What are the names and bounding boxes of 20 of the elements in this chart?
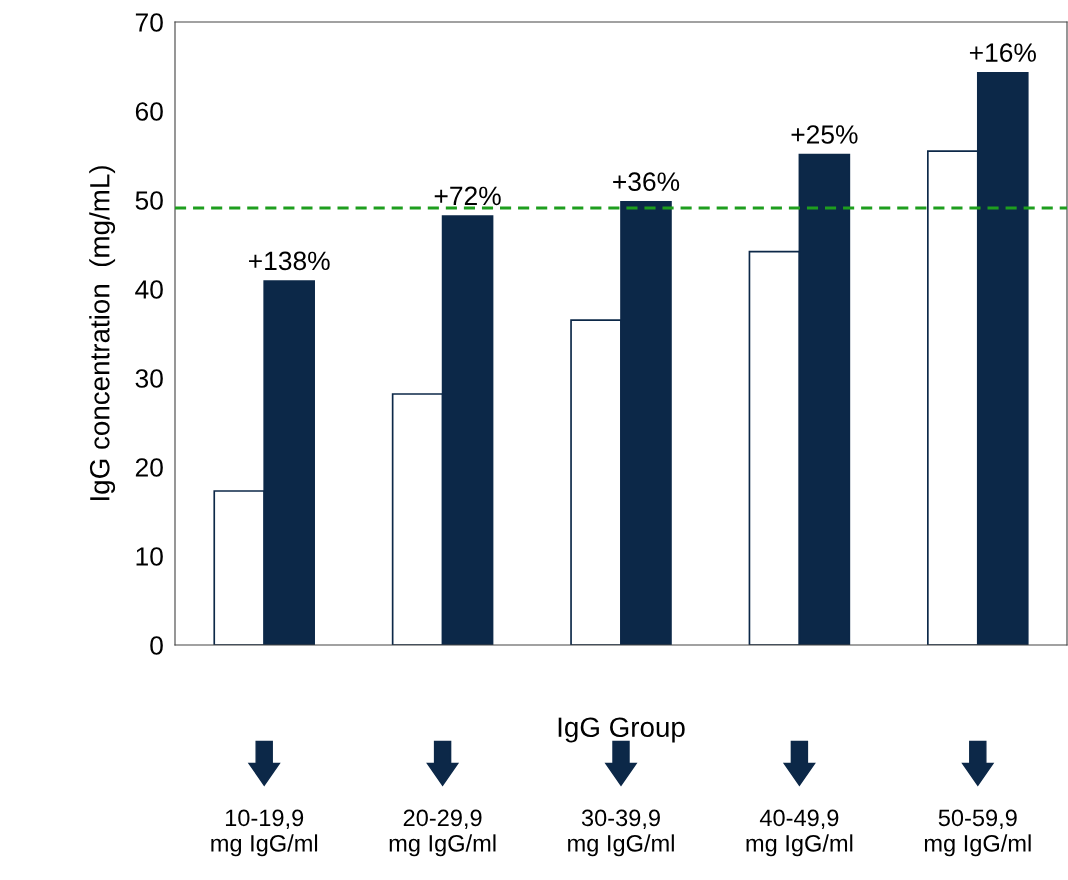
y-tick-label: 10 xyxy=(136,547,163,566)
y-tick-label: 50 xyxy=(135,191,163,210)
annotation: +138% xyxy=(249,251,330,271)
y-tick-label: 60 xyxy=(135,102,163,121)
y-tick-label: 40 xyxy=(135,280,163,299)
y-tick-label: 0 xyxy=(150,636,163,655)
x-tick-label: 50-59,9 mg IgG/ml xyxy=(924,809,1031,857)
y-axis-title: IgG concentration (mg/mL) xyxy=(89,166,116,500)
annotation: +72% xyxy=(434,186,501,206)
x-tick-label: 40-49,9 mg IgG/ml xyxy=(746,809,853,857)
x-tick-label: 20-29,9 mg IgG/ml xyxy=(389,809,496,857)
x-tick-label: 30-39,9 mg IgG/ml xyxy=(568,809,674,857)
y-tick-label: 70 xyxy=(135,13,163,32)
x-axis-title: IgG Group xyxy=(558,717,685,743)
x-tick-label: 10-19,9 mg IgG/ml xyxy=(211,809,318,857)
annotation: +25% xyxy=(791,125,858,144)
annotation: +36% xyxy=(613,172,680,192)
annotation: +16% xyxy=(969,43,1036,62)
y-tick-label: 20 xyxy=(135,458,163,477)
y-tick-label: 30 xyxy=(135,369,163,388)
